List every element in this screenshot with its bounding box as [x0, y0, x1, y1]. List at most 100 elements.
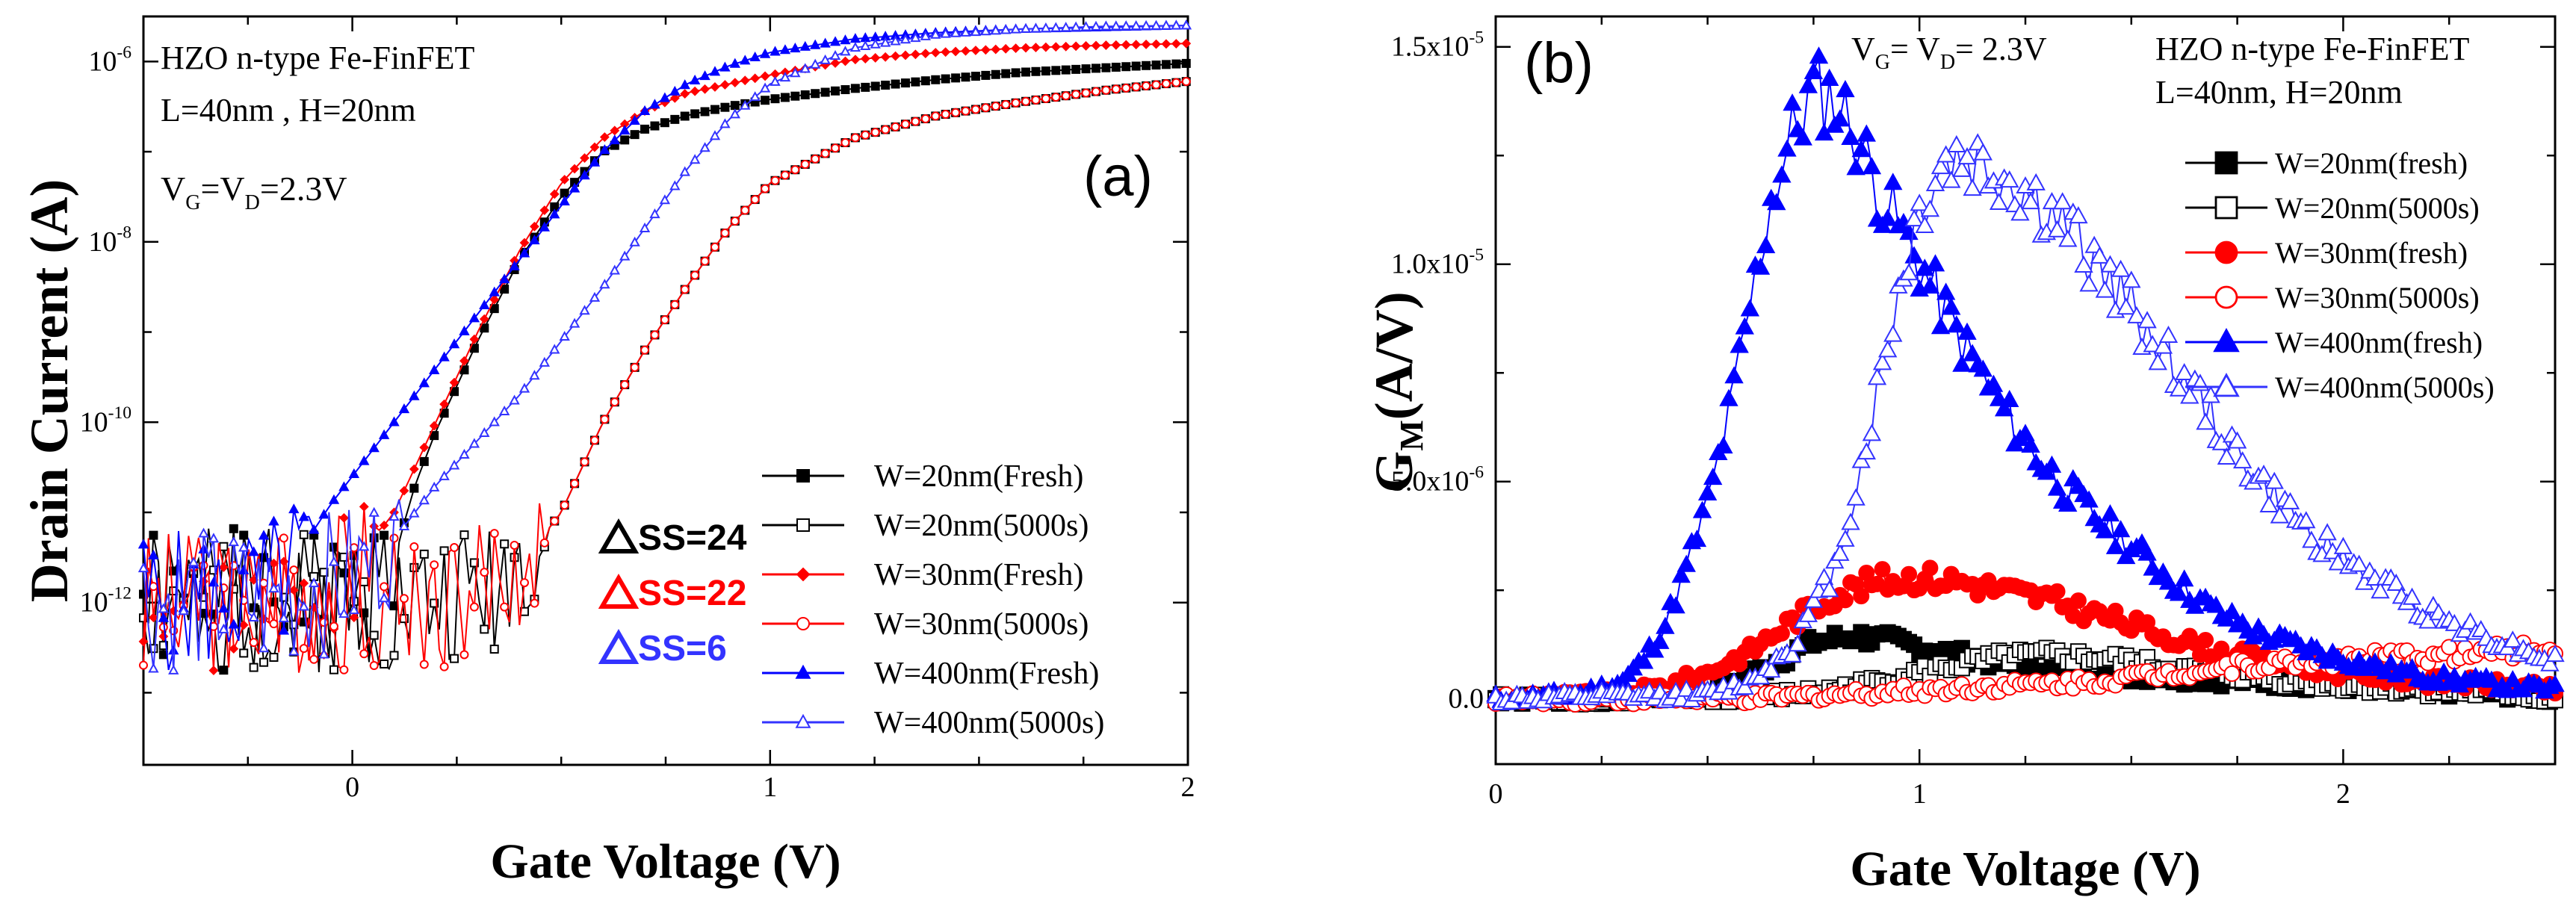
data-point: [498, 405, 510, 416]
data-point: [890, 35, 901, 46]
data-point: [1783, 93, 1802, 111]
data-point: [2111, 520, 2131, 538]
data-point: [840, 46, 851, 56]
data-point: [1000, 43, 1011, 54]
data-point: [1181, 38, 1192, 49]
data-point: [570, 479, 580, 488]
data-point: [549, 344, 560, 354]
data-point: [1060, 22, 1071, 32]
data-point: [2386, 573, 2406, 591]
legend-item: W=30nm(5000s): [2185, 281, 2480, 314]
data-point: [2016, 424, 2035, 441]
data-point: [248, 546, 259, 556]
data-point: [719, 61, 731, 72]
data-point: [1904, 246, 1924, 264]
data-point: [1925, 254, 1945, 272]
data-point: [2000, 170, 2019, 188]
data-point: [569, 164, 580, 174]
data-point: [750, 195, 760, 205]
data-point: [289, 620, 299, 630]
legend-item: W=400nm(5000s): [762, 706, 1104, 740]
data-point: [329, 621, 338, 631]
data-point: [780, 170, 790, 180]
data-point: [1151, 39, 1161, 49]
data-point: [289, 565, 299, 575]
data-point: [409, 483, 419, 493]
data-point: [1841, 127, 1860, 145]
data-point: [149, 530, 158, 540]
data-point: [1803, 61, 1824, 79]
data-point: [770, 46, 781, 56]
data-point: [479, 427, 490, 437]
data-point: [1021, 67, 1031, 77]
data-point: [1874, 561, 1891, 578]
data-point: [861, 82, 870, 92]
data-point: [2196, 412, 2215, 430]
data-point: [1171, 59, 1181, 69]
legend-marker: [2213, 372, 2240, 397]
data-point: [700, 84, 710, 94]
legend-label: W=20nm(5000s): [2275, 191, 2480, 225]
data-point: [448, 459, 460, 470]
data-point: [349, 612, 359, 623]
series-line: [1495, 140, 2556, 704]
data-point: [820, 149, 830, 158]
data-point: [2058, 229, 2078, 247]
legend-marker: [796, 567, 811, 582]
data-point: [309, 654, 319, 664]
data-point: [1883, 173, 1903, 190]
data-point: [770, 94, 780, 104]
data-point: [1171, 39, 1181, 49]
data-point: [880, 52, 891, 62]
data-point: [459, 356, 469, 366]
data-point: [609, 264, 620, 275]
data-point: [1936, 282, 1956, 300]
data-point: [1181, 77, 1191, 87]
data-point: [770, 176, 780, 185]
data-point: [339, 568, 349, 578]
data-point: [2318, 523, 2337, 541]
data-point: [2381, 653, 2400, 671]
data-point: [1809, 46, 1829, 64]
data-point: [500, 602, 510, 612]
ss-labels: SS=24 SS=22 SS=6: [598, 518, 747, 669]
legend-marker: [2214, 241, 2238, 264]
data-point: [1071, 41, 1081, 52]
data-point: [429, 481, 440, 491]
data-point: [850, 84, 860, 93]
data-point: [881, 80, 891, 90]
data-point: [961, 106, 970, 116]
data-point: [268, 583, 279, 593]
data-point: [550, 516, 560, 526]
data-point: [1180, 19, 1192, 30]
data-point: [640, 124, 650, 134]
data-point: [1952, 159, 1972, 177]
data-point: [709, 130, 721, 140]
data-point: [950, 46, 961, 57]
data-point: [730, 78, 740, 88]
data-point: [1857, 124, 1876, 142]
data-point: [2222, 601, 2242, 619]
data-point: [439, 351, 450, 362]
data-point: [1676, 554, 1696, 572]
data-point: [560, 175, 570, 184]
y-tick-label: 10-12: [80, 584, 131, 618]
data-point: [1857, 442, 1876, 460]
data-point: [469, 602, 479, 612]
data-point: [299, 578, 309, 589]
data-point: [498, 273, 510, 284]
data-point: [319, 618, 329, 627]
data-point: [399, 486, 409, 496]
data-point: [2137, 311, 2157, 329]
data-point: [1936, 145, 1956, 163]
data-point: [429, 364, 440, 374]
data-point: [720, 102, 730, 112]
data-point: [609, 134, 620, 145]
data-point: [1730, 335, 1749, 353]
data-point: [569, 317, 580, 328]
data-point: [900, 120, 910, 129]
data-point: [2084, 235, 2104, 253]
data-point: [870, 53, 881, 63]
data-point: [1000, 24, 1012, 34]
data-point: [2047, 478, 2067, 496]
